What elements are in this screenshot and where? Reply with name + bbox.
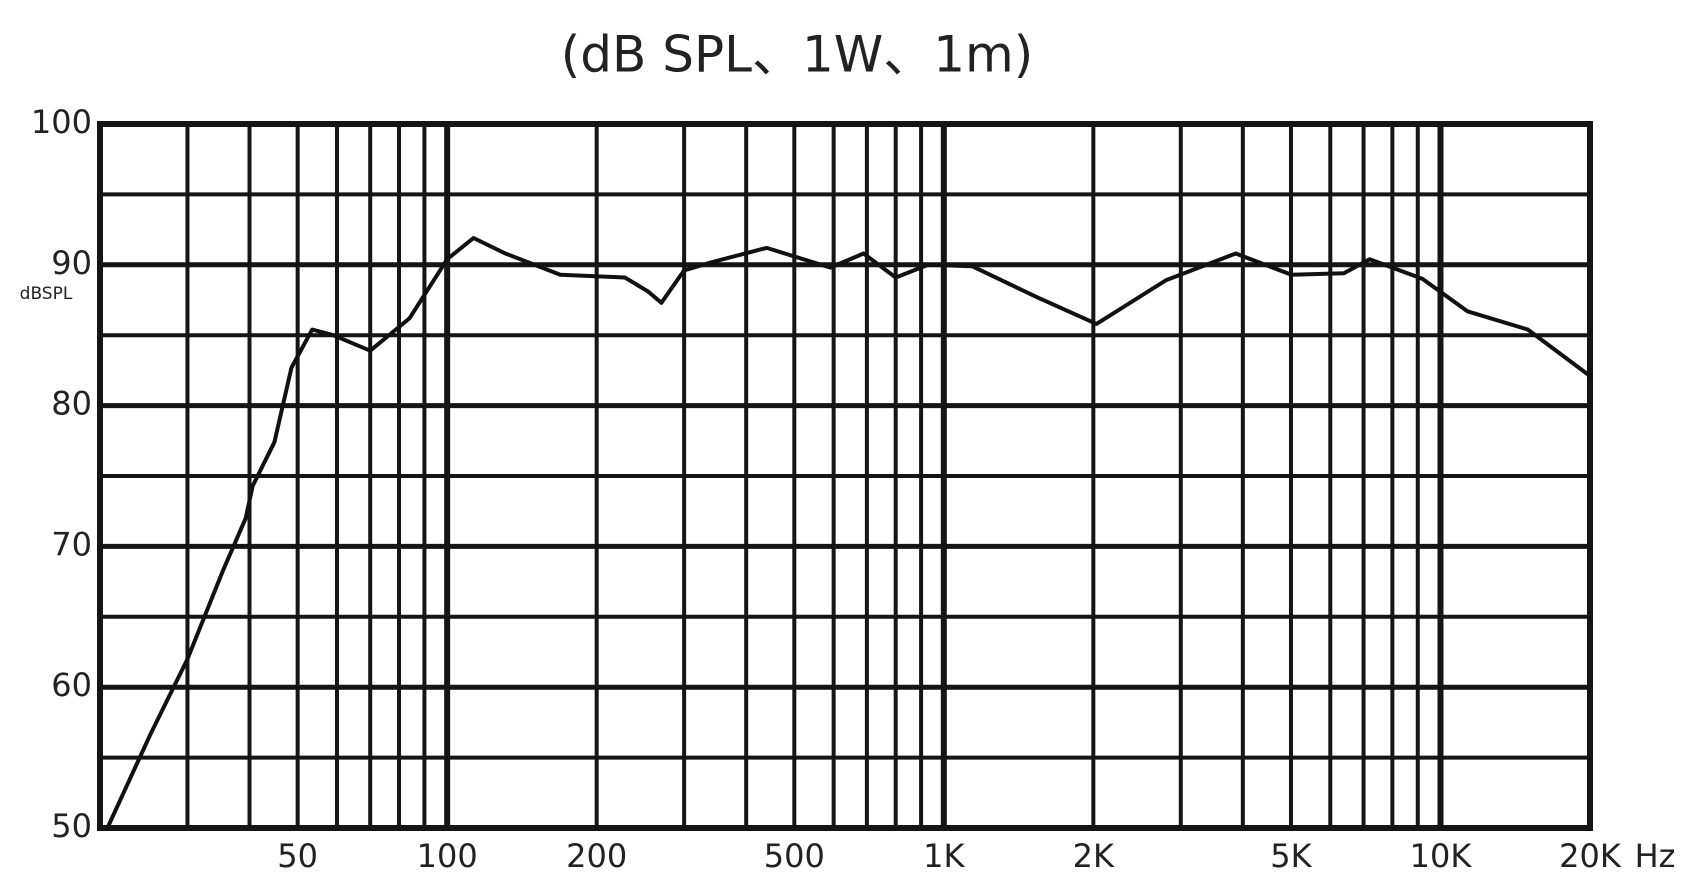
- x-tick-label: 50: [277, 837, 318, 875]
- x-tick-label: 200: [566, 837, 627, 875]
- y-tick-label: 90: [51, 244, 92, 282]
- x-tick-label: 2K: [1073, 837, 1115, 875]
- y-tick-label: 70: [51, 525, 92, 563]
- x-tick-label: 1K: [923, 837, 965, 875]
- x-tick-label: 500: [764, 837, 825, 875]
- y-tick-label: 80: [51, 385, 92, 423]
- response-curve: [105, 236, 1592, 830]
- y-tick-label: 100: [31, 103, 92, 141]
- y-tick-label: 60: [51, 666, 92, 704]
- x-axis-label: Hz: [1635, 837, 1676, 875]
- x-tick-label: 100: [417, 837, 478, 875]
- y-tick-label: 50: [51, 807, 92, 845]
- chart-title: (dB SPL、1W、1m): [561, 26, 1033, 84]
- y-axis-label: dBSPL: [20, 284, 73, 304]
- x-tick-label: 10K: [1410, 837, 1473, 875]
- x-tick-label: 20K: [1559, 837, 1622, 875]
- x-tick-label: 5K: [1270, 837, 1312, 875]
